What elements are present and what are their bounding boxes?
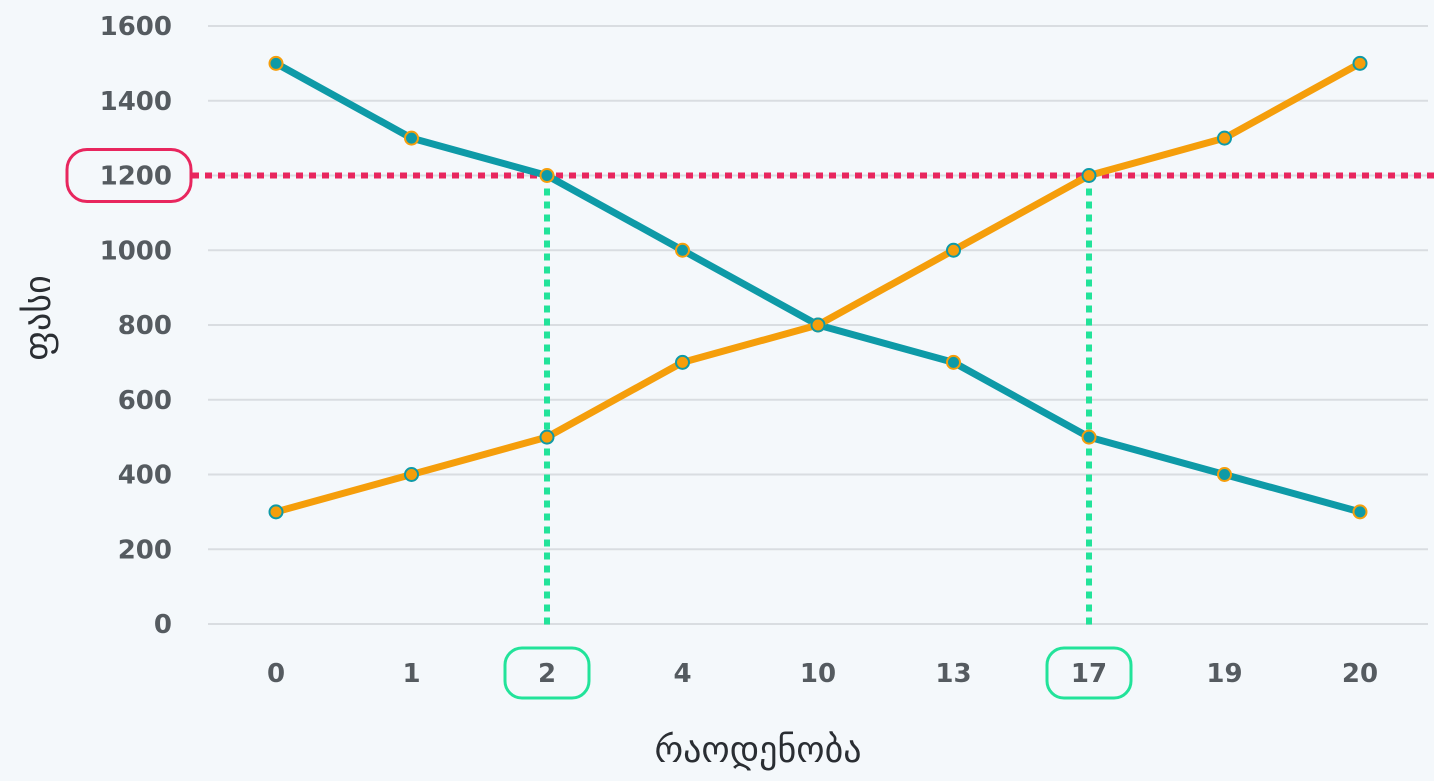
series-1-point <box>1081 429 1097 445</box>
series-line-2 <box>272 59 1364 516</box>
x-tick-highlight-17 <box>1045 646 1133 700</box>
series-2-point <box>268 504 284 520</box>
series-1-point <box>539 168 555 183</box>
x-tick-label: 20 <box>1342 659 1378 689</box>
y-tick-label: 1200 <box>100 162 172 192</box>
x-axis-ticks: 0 1 2 4 10 13 17 19 20 <box>267 659 1378 689</box>
y-tick-label: 200 <box>118 535 172 565</box>
series-2-point <box>1217 130 1232 146</box>
x-tick-label: 17 <box>1071 659 1107 689</box>
y-tick-label: 600 <box>118 386 172 416</box>
y-tick-label: 400 <box>118 461 172 491</box>
y-tick-highlight-1200 <box>65 148 193 203</box>
x-tick-highlight-2 <box>503 646 591 700</box>
x-tick-label: 13 <box>935 659 971 689</box>
series-2-point <box>675 354 690 370</box>
tick-highlights <box>65 148 1133 700</box>
reference-lines <box>192 172 1434 628</box>
x-axis-title: რაოდენობა <box>655 730 862 771</box>
series-1-point <box>675 242 690 258</box>
series-1-point <box>268 55 284 71</box>
y-tick-label: 1000 <box>100 236 172 266</box>
series-lines <box>272 59 1364 516</box>
y-tick-label: 1600 <box>100 12 172 42</box>
y-tick-label: 800 <box>118 311 172 341</box>
x-tick-label: 19 <box>1206 659 1242 689</box>
x-tick-label: 1 <box>402 659 420 689</box>
x-tick-label: 4 <box>673 659 691 689</box>
series-1-point <box>946 354 961 370</box>
series-1-point <box>404 130 419 146</box>
series-1-point <box>1217 467 1232 482</box>
series-markers <box>268 55 1368 520</box>
series-2-point <box>1081 168 1097 183</box>
series-2-point <box>946 242 961 258</box>
series-2-point <box>810 317 826 333</box>
series-line-1 <box>272 59 1364 516</box>
y-axis-ticks: 0 200 400 600 800 1000 1200 1400 1600 <box>100 12 172 640</box>
series-2-point <box>404 467 419 482</box>
series-2-point <box>1352 55 1368 71</box>
x-tick-label: 10 <box>800 659 836 689</box>
x-tick-label: 2 <box>538 659 556 689</box>
series-1-point <box>1352 504 1368 520</box>
series-2-point <box>539 429 555 445</box>
y-axis-title: ფასი <box>18 275 59 360</box>
y-tick-label: 0 <box>154 610 172 640</box>
x-tick-label: 0 <box>267 659 285 689</box>
y-tick-label: 1400 <box>100 87 172 117</box>
